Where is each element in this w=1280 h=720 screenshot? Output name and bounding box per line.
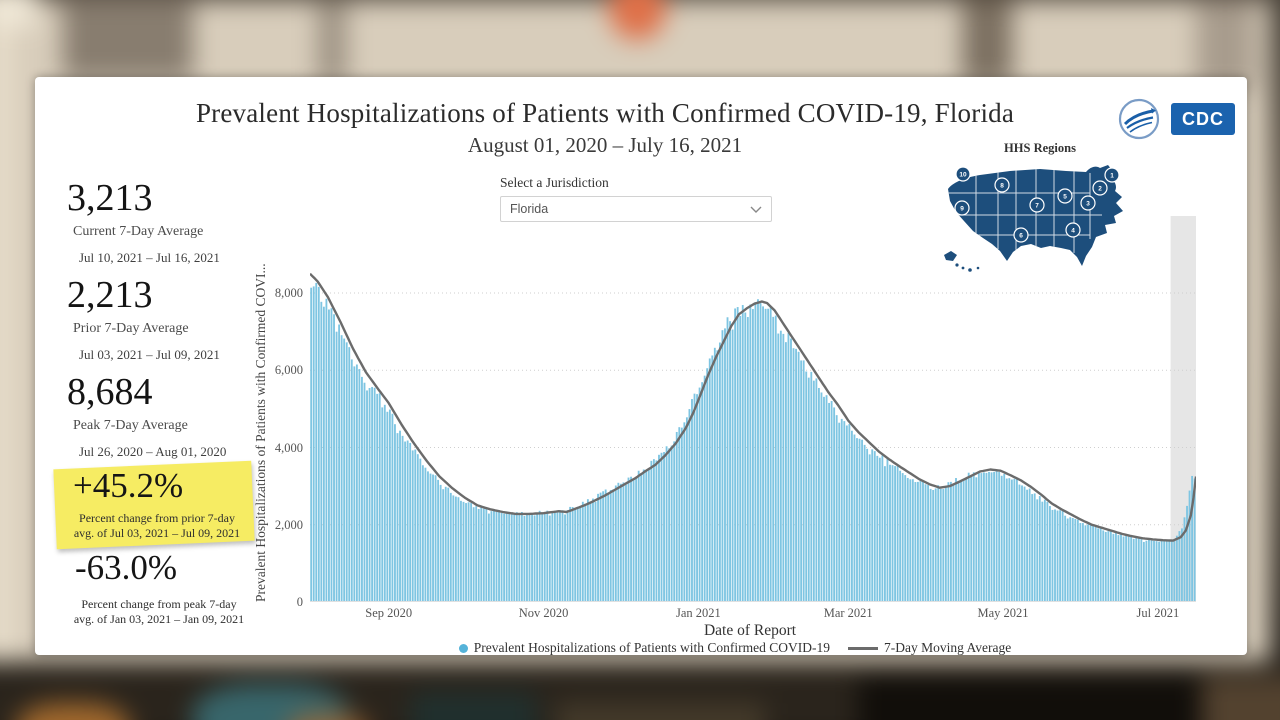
percent-change-peak-caption: Percent change from peak 7-day avg. of J…	[57, 597, 261, 626]
hhs-region-1[interactable]	[1104, 167, 1120, 183]
y-tick: 4,000	[274, 440, 303, 455]
percent-change-prior-caption: Percent change from prior 7-day avg. of …	[55, 511, 259, 540]
hospitalizations-chart[interactable]	[310, 213, 1196, 602]
hhs-region-2[interactable]	[1092, 180, 1108, 196]
legend-label: 7-Day Moving Average	[883, 640, 1012, 655]
legend-label: Prevalent Hospitalizations of Patients w…	[473, 640, 830, 655]
hawaii-shapes	[955, 263, 980, 272]
jurisdiction-select[interactable]: Florida	[500, 196, 772, 222]
hhs-region-number: 2	[1098, 185, 1102, 192]
date-range-subtitle: August 01, 2020 – July 16, 2021	[467, 133, 743, 157]
hhs-region-number: 4	[1071, 227, 1075, 234]
y-tick: 8,000	[274, 286, 303, 300]
hhs-region-6[interactable]	[1013, 227, 1029, 243]
hhs-logo	[1117, 97, 1161, 141]
hhs-regions-title: HHS Regions	[1004, 141, 1076, 155]
x-tick: Jan 2021	[676, 606, 721, 620]
caption-line: avg. of Jul 03, 2021 – Jul 09, 2021	[73, 525, 241, 540]
stat-label: Current 7-Day Average	[73, 224, 204, 239]
caption-line: Percent change from peak 7-day	[81, 597, 237, 611]
hhs-region-number: 7	[1035, 202, 1039, 209]
percent-change-prior: +45.2%	[73, 466, 184, 505]
x-tick: Nov 2020	[518, 606, 569, 620]
x-tick: Sep 2020	[365, 606, 413, 620]
hhs-region-number: 8	[1000, 182, 1004, 189]
hhs-regions-map[interactable]: 10 8 9 7 5 6 4 3 2 1	[940, 159, 1140, 274]
hhs-region-number: 10	[959, 171, 967, 178]
hhs-region-number: 1	[1110, 172, 1114, 179]
hhs-region-number: 3	[1086, 200, 1090, 207]
jurisdiction-label: Select a Jurisdiction	[500, 175, 609, 190]
stat-value: 2,213	[67, 274, 153, 316]
chart-legend: Prevalent Hospitalizations of Patients w…	[335, 640, 1135, 655]
caption-line: Percent change from prior 7-day	[79, 511, 235, 525]
caption-line: avg. of Jan 03, 2021 – Jan 09, 2021	[73, 611, 245, 626]
hhs-region-number: 5	[1063, 193, 1067, 200]
cdc-logo-text: CDC	[1182, 108, 1224, 129]
stat-value: 8,684	[67, 371, 153, 413]
hhs-region-3[interactable]	[1080, 195, 1096, 211]
legend-line-swatch	[847, 646, 878, 650]
y-tick: 0	[296, 595, 303, 609]
stat-date-range: Jul 03, 2021 – Jul 09, 2021	[79, 347, 220, 362]
x-tick: Jul 2021	[1136, 606, 1180, 620]
stat-label: Peak 7-Day Average	[73, 418, 188, 433]
hhs-region-4[interactable]	[1065, 222, 1081, 238]
x-tick: May 2021	[977, 606, 1029, 620]
hospitalization-bars[interactable]	[310, 282, 1196, 602]
alaska-shape	[944, 251, 957, 261]
x-axis-title: Date of Report	[703, 622, 797, 639]
stat-label: Prior 7-Day Average	[73, 321, 189, 336]
stats-column: 3,213 Current 7-Day Average Jul 10, 2021 –…	[63, 177, 293, 468]
moving-average-line	[310, 272, 1196, 542]
hhs-region-7[interactable]	[1029, 197, 1045, 213]
hhs-region-number: 6	[1019, 232, 1023, 239]
hhs-region-number: 9	[960, 205, 964, 212]
stat-date-range: Jul 10, 2021 – Jul 16, 2021	[79, 250, 220, 265]
y-tick: 6,000	[274, 363, 303, 378]
chevron-down-icon	[750, 206, 762, 213]
hhs-region-9[interactable]	[954, 200, 970, 216]
x-tick: Mar 2021	[823, 606, 873, 620]
hhs-region-8[interactable]	[994, 177, 1010, 193]
cdc-logo: CDC	[1171, 103, 1235, 135]
legend-dot-swatch	[458, 643, 468, 653]
hhs-region-5[interactable]	[1057, 188, 1073, 204]
stat-date-range: Jul 26, 2020 – Aug 01, 2020	[79, 444, 227, 459]
page-title: Prevalent Hospitalizations of Patients w…	[195, 98, 1015, 128]
y-tick: 2,000	[274, 517, 303, 532]
percent-change-peak: -63.0%	[75, 548, 178, 587]
hhs-region-10[interactable]	[955, 166, 971, 182]
jurisdiction-selected-value: Florida	[510, 202, 549, 216]
y-axis-label: Prevalent Hospitalizations of Patients w…	[253, 263, 268, 603]
stat-value: 3,213	[67, 177, 153, 219]
dashboard-card: Prevalent Hospitalizations of Patients w…	[35, 77, 1247, 655]
